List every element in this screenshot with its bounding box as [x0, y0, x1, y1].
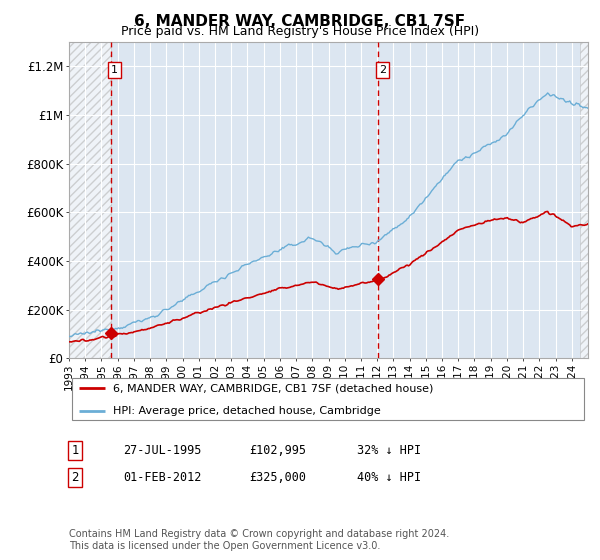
Text: 27-JUL-1995: 27-JUL-1995 — [123, 444, 202, 458]
Text: HPI: Average price, detached house, Cambridge: HPI: Average price, detached house, Camb… — [113, 406, 381, 416]
Text: £325,000: £325,000 — [249, 470, 306, 484]
Text: 2: 2 — [379, 65, 386, 75]
FancyBboxPatch shape — [71, 377, 584, 421]
Text: 1: 1 — [111, 65, 118, 75]
Text: 32% ↓ HPI: 32% ↓ HPI — [357, 444, 421, 458]
Text: Contains HM Land Registry data © Crown copyright and database right 2024.
This d: Contains HM Land Registry data © Crown c… — [69, 529, 449, 551]
Text: 40% ↓ HPI: 40% ↓ HPI — [357, 470, 421, 484]
Text: Price paid vs. HM Land Registry's House Price Index (HPI): Price paid vs. HM Land Registry's House … — [121, 25, 479, 38]
Text: 6, MANDER WAY, CAMBRIDGE, CB1 7SF: 6, MANDER WAY, CAMBRIDGE, CB1 7SF — [134, 14, 466, 29]
Text: 2: 2 — [71, 470, 79, 484]
Text: £102,995: £102,995 — [249, 444, 306, 458]
Text: 01-FEB-2012: 01-FEB-2012 — [123, 470, 202, 484]
Text: 1: 1 — [71, 444, 79, 458]
Text: 6, MANDER WAY, CAMBRIDGE, CB1 7SF (detached house): 6, MANDER WAY, CAMBRIDGE, CB1 7SF (detac… — [113, 383, 433, 393]
